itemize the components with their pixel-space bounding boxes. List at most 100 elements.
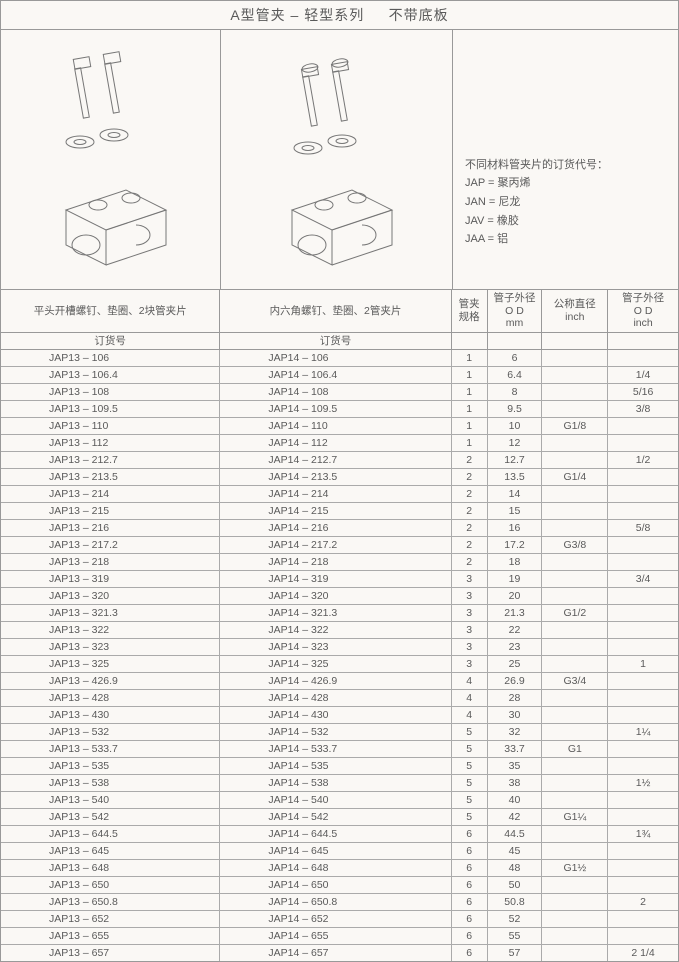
table-cell: JAP14 – 213.5: [220, 469, 451, 485]
table-cell: 57: [488, 945, 543, 961]
table-cell: 5: [452, 741, 488, 757]
table-cell: JAP13 – 112: [1, 435, 220, 451]
table-cell: 1: [452, 350, 488, 366]
table-cell: 50.8: [488, 894, 543, 910]
table-cell: 32: [488, 724, 543, 740]
legend-heading: 不同材料管夹片的订货代号：: [465, 156, 608, 175]
table-cell: 2: [452, 554, 488, 570]
table-cell: 2: [452, 469, 488, 485]
table-cell: [542, 520, 608, 536]
table-cell: [608, 690, 678, 706]
header-a-sub: 订货号: [1, 333, 220, 350]
table-row: JAP13 – 428JAP14 – 428428: [1, 690, 678, 707]
header-a-top: 平头开槽螺钉、垫圈、2块管夹片: [1, 290, 220, 332]
table-cell: JAP14 – 323: [220, 639, 451, 655]
table-row: JAP13 – 644.5JAP14 – 644.5644.51¾: [1, 826, 678, 843]
table-cell: JAP13 – 540: [1, 792, 220, 808]
table-row: JAP13 – 650.8JAP14 – 650.8650.82: [1, 894, 678, 911]
table-cell: [542, 724, 608, 740]
table-cell: [542, 554, 608, 570]
table-row: JAP13 – 320JAP14 – 320320: [1, 588, 678, 605]
table-cell: 5: [452, 758, 488, 774]
table-cell: 3: [452, 571, 488, 587]
table-cell: 6: [488, 350, 543, 366]
table-cell: G1/8: [542, 418, 608, 434]
table-cell: JAP13 – 542: [1, 809, 220, 825]
table-cell: [542, 707, 608, 723]
table-cell: 3/8: [608, 401, 678, 417]
table-cell: JAP13 – 428: [1, 690, 220, 706]
table-cell: 50: [488, 877, 543, 893]
table-cell: [608, 928, 678, 944]
header-f-line: O D: [634, 305, 653, 318]
table-cell: 3: [452, 605, 488, 621]
table-cell: [542, 911, 608, 927]
table-cell: JAP13 – 538: [1, 775, 220, 791]
table-cell: JAP13 – 106.4: [1, 367, 220, 383]
table-cell: [608, 792, 678, 808]
table-cell: JAP14 – 214: [220, 486, 451, 502]
table-cell: 2: [608, 894, 678, 910]
table-row: JAP13 – 542JAP14 – 542542G1¼: [1, 809, 678, 826]
table-cell: 21.3: [488, 605, 543, 621]
table-cell: JAP13 – 430: [1, 707, 220, 723]
table-cell: 30: [488, 707, 543, 723]
table-cell: 2 1/4: [608, 945, 678, 961]
table-cell: 6: [452, 945, 488, 961]
table-cell: JAP13 – 214: [1, 486, 220, 502]
table-row: JAP13 – 106.4JAP14 – 106.416.41/4: [1, 367, 678, 384]
table-cell: JAP13 – 218: [1, 554, 220, 570]
table-cell: JAP14 – 217.2: [220, 537, 451, 553]
header-f-blank: [608, 333, 678, 350]
table-cell: 6.4: [488, 367, 543, 383]
table-cell: JAP13 – 648: [1, 860, 220, 876]
table-cell: JAP14 – 538: [220, 775, 451, 791]
table-cell: [542, 384, 608, 400]
table-cell: 5: [452, 775, 488, 791]
table-cell: 3/4: [608, 571, 678, 587]
table-row: JAP13 – 532JAP14 – 5325321¼: [1, 724, 678, 741]
table-cell: [608, 860, 678, 876]
diagram-cell-slotted: [1, 30, 221, 289]
table-cell: 45: [488, 843, 543, 859]
legend-cell: 不同材料管夹片的订货代号： JAP = 聚丙烯 JAN = 尼龙 JAV = 橡…: [453, 30, 678, 289]
table-row: JAP13 – 319JAP14 – 3193193/4: [1, 571, 678, 588]
table-cell: [608, 758, 678, 774]
table-cell: [542, 775, 608, 791]
table-row: JAP13 – 533.7JAP14 – 533.7533.7G1: [1, 741, 678, 758]
table-cell: JAP14 – 652: [220, 911, 451, 927]
table-cell: 9.5: [488, 401, 543, 417]
table-cell: 4: [452, 690, 488, 706]
header-d-line: mm: [506, 317, 524, 330]
table-cell: JAP13 – 657: [1, 945, 220, 961]
table-cell: [608, 503, 678, 519]
table-cell: [542, 656, 608, 672]
table-cell: 15: [488, 503, 543, 519]
table-cell: JAP13 – 110: [1, 418, 220, 434]
legend-line: JAA = 铝: [465, 230, 508, 249]
table-row: JAP13 – 112JAP14 – 112112: [1, 435, 678, 452]
table-cell: [608, 418, 678, 434]
table-row: JAP13 – 655JAP14 – 655655: [1, 928, 678, 945]
table-cell: 25: [488, 656, 543, 672]
table-cell: JAP13 – 533.7: [1, 741, 220, 757]
table-cell: 3: [452, 588, 488, 604]
table-cell: 55: [488, 928, 543, 944]
table-cell: [542, 826, 608, 842]
header-d-line: O D: [505, 305, 524, 318]
table-cell: 2: [452, 503, 488, 519]
table-cell: JAP13 – 106: [1, 350, 220, 366]
table-cell: 1: [452, 367, 488, 383]
table-row: JAP13 – 106JAP14 – 10616: [1, 350, 678, 367]
table-cell: JAP13 – 535: [1, 758, 220, 774]
diagram-row: 不同材料管夹片的订货代号： JAP = 聚丙烯 JAN = 尼龙 JAV = 橡…: [1, 30, 678, 290]
table-cell: JAP13 – 109.5: [1, 401, 220, 417]
table-cell: 5: [452, 724, 488, 740]
table-cell: JAP13 – 426.9: [1, 673, 220, 689]
table-cell: JAP14 – 644.5: [220, 826, 451, 842]
table-cell: 40: [488, 792, 543, 808]
table-row: JAP13 – 110JAP14 – 110110G1/8: [1, 418, 678, 435]
table-cell: [608, 486, 678, 502]
table-cell: 23: [488, 639, 543, 655]
table-cell: JAP14 – 320: [220, 588, 451, 604]
